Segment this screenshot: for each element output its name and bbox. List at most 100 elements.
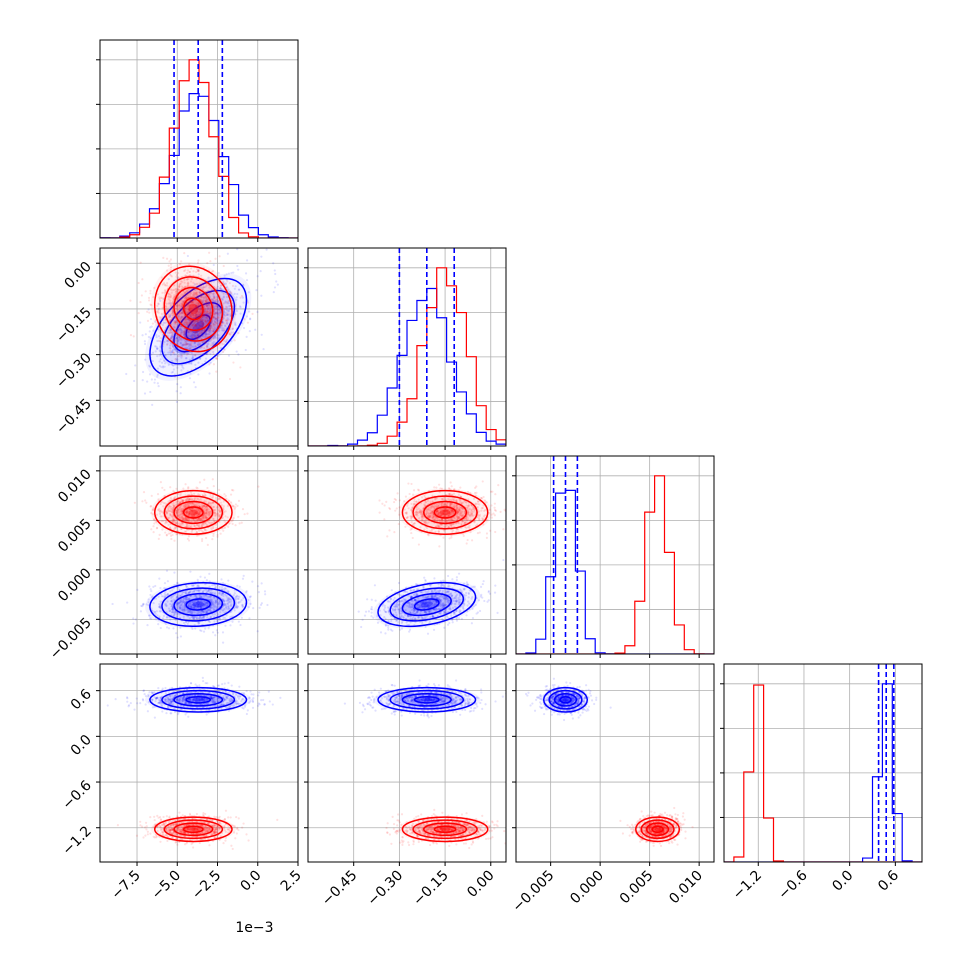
scatter-point xyxy=(175,307,178,310)
scatter-point xyxy=(212,336,215,339)
scatter-point xyxy=(175,357,178,360)
scatter-point xyxy=(187,344,191,348)
scatter-point xyxy=(129,299,132,302)
scatter-point xyxy=(149,588,152,591)
scatter-point xyxy=(197,259,200,262)
scatter-point xyxy=(218,308,221,311)
scatter-point xyxy=(233,287,236,290)
scatter-point xyxy=(201,319,204,322)
scatter-point xyxy=(194,363,197,366)
scatter-point xyxy=(201,300,204,303)
scatter-point xyxy=(182,293,185,297)
scatter-point xyxy=(151,351,155,354)
scatter-point xyxy=(160,296,163,299)
scatter-point xyxy=(245,335,248,338)
scatter-point xyxy=(205,300,208,304)
scatter-point xyxy=(185,357,188,360)
scatter-point xyxy=(212,330,215,333)
scatter-point xyxy=(202,299,205,302)
scatter-point xyxy=(180,311,183,314)
scatter-point xyxy=(184,303,187,307)
scatter-point xyxy=(189,346,193,349)
scatter-point xyxy=(179,392,182,395)
scatter-point xyxy=(219,289,222,292)
scatter-point xyxy=(206,301,210,304)
panel-frame xyxy=(99,247,299,447)
scatter-point xyxy=(171,314,175,317)
scatter-point xyxy=(262,348,265,351)
scatter-point xyxy=(199,308,202,311)
scatter-point xyxy=(195,310,199,313)
scatter-point xyxy=(234,303,237,306)
scatter-point xyxy=(249,318,252,321)
scatter-point xyxy=(193,304,196,307)
scatter-point xyxy=(154,345,157,348)
scatter-point xyxy=(226,300,229,303)
scatter-point xyxy=(189,304,192,307)
scatter-point xyxy=(451,578,454,581)
scatter-point xyxy=(230,331,233,334)
scatter-point xyxy=(195,270,198,274)
scatter-point xyxy=(159,322,162,325)
scatter-point xyxy=(196,308,199,311)
scatter-point xyxy=(156,526,159,529)
scatter-point xyxy=(194,324,197,327)
scatter-point xyxy=(178,312,181,315)
scatter-point xyxy=(245,259,249,262)
scatter-point xyxy=(190,361,193,365)
scatter-point xyxy=(215,298,218,302)
scatter-point xyxy=(205,300,208,303)
scatter-point xyxy=(191,324,194,327)
scatter-point xyxy=(181,305,184,308)
scatter-point xyxy=(231,327,234,331)
scatter-point xyxy=(207,311,210,314)
scatter-point xyxy=(226,321,229,324)
scatter-point xyxy=(181,300,185,303)
scatter-point xyxy=(234,285,237,288)
scatter-point xyxy=(215,298,218,301)
scatter-point xyxy=(132,335,135,338)
scatter-point xyxy=(195,331,198,334)
scatter-point xyxy=(210,280,213,283)
scatter-point xyxy=(144,333,147,336)
scatter-point xyxy=(170,304,173,307)
scatter-point xyxy=(169,296,172,299)
scatter-point xyxy=(243,513,246,516)
scatter-point xyxy=(184,318,187,321)
scatter-point xyxy=(215,333,218,336)
scatter-point xyxy=(230,291,233,294)
scatter-point xyxy=(197,313,200,317)
scatter-point xyxy=(219,287,222,290)
scatter-point xyxy=(214,257,217,260)
scatter-point xyxy=(213,313,216,316)
scatter-point xyxy=(199,629,202,632)
scatter-point xyxy=(215,308,218,311)
scatter-point xyxy=(188,347,191,350)
scatter-point xyxy=(182,331,185,334)
scatter-point xyxy=(210,337,213,340)
scatter-point xyxy=(438,483,441,486)
scatter-point xyxy=(410,531,413,535)
scatter-point xyxy=(156,347,159,351)
scatter-point xyxy=(170,312,173,316)
scatter-point xyxy=(144,358,147,361)
scatter-point xyxy=(210,321,213,324)
scatter-point xyxy=(193,334,196,337)
scatter-point xyxy=(186,342,189,346)
scatter-point xyxy=(184,340,187,343)
scatter-point xyxy=(150,353,153,356)
scatter-point xyxy=(163,359,166,362)
scatter-point xyxy=(194,316,198,319)
scatter-point xyxy=(157,309,160,312)
scatter-point xyxy=(175,320,178,324)
scatter-point xyxy=(233,292,236,295)
scatter-point xyxy=(175,359,178,362)
scatter-point xyxy=(185,322,188,326)
scatter-point xyxy=(448,621,451,625)
scatter-point xyxy=(188,307,191,310)
scatter-point xyxy=(159,358,162,361)
scatter-point xyxy=(174,321,177,325)
scatter-point xyxy=(205,298,209,301)
scatter-point xyxy=(169,319,172,322)
scatter-point xyxy=(175,337,178,340)
